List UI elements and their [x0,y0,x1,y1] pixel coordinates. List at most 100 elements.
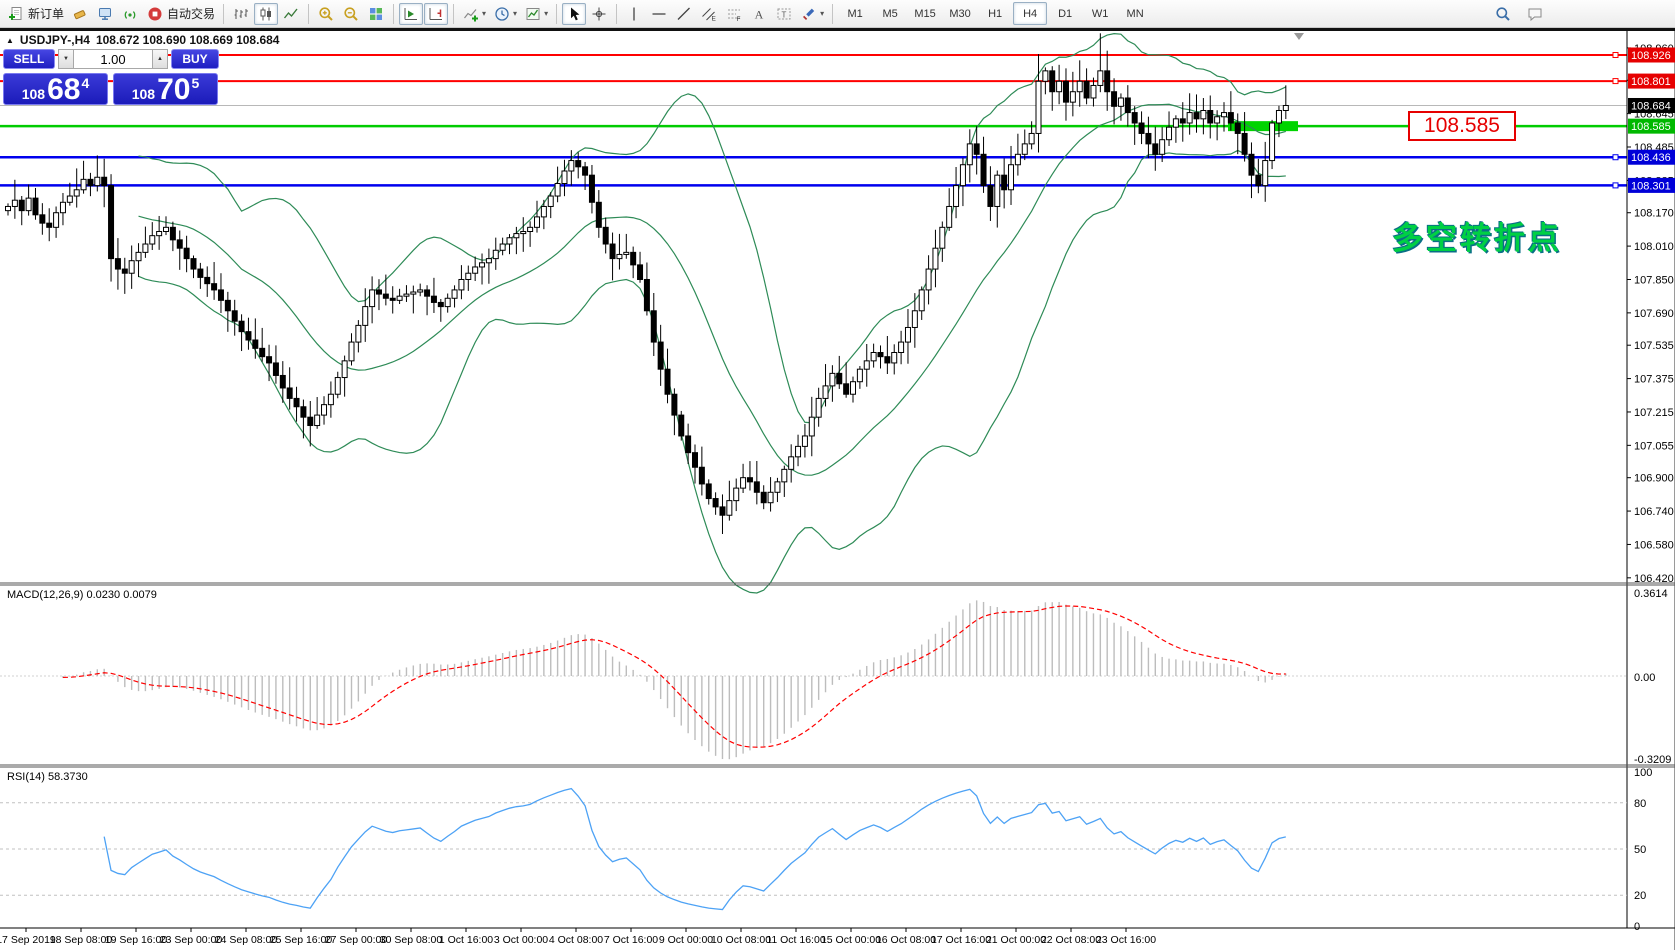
signals-icon [122,5,139,22]
candle-body [183,247,190,260]
timeframe-w1-button[interactable]: W1 [1091,7,1109,20]
candle-body [733,487,740,502]
candle-body [1269,122,1276,162]
candle-body [327,393,334,406]
auto-scroll-button[interactable] [399,2,424,25]
zoom-out-icon [343,5,360,22]
collapse-triangle-icon[interactable]: ▲ [6,35,14,45]
candle-body [719,506,726,516]
macd-indicator-label: MACD(12,26,9) 0.0230 0.0079 [7,589,157,601]
candle-body [1056,80,1063,93]
line-chart-mode-button[interactable] [279,3,303,25]
candle-body [430,295,437,303]
cursor-icon [566,5,583,22]
level-line-handle[interactable] [1612,52,1619,58]
timeframe-d1-button[interactable]: D1 [1058,7,1073,20]
candle-body [836,372,843,385]
candle-body [479,262,486,268]
indicators-button[interactable]: ▾ [459,3,489,25]
arrows-button[interactable]: ▾ [797,3,827,25]
auto-trading-button[interactable]: 自动交易 [143,3,218,25]
sell-price-handle: 108 [21,85,46,102]
candle-body [485,258,492,264]
symbol-period-label: USDJPY-,H4 [19,33,90,47]
horizontal-line-icon [651,5,668,22]
price-level-annotation[interactable]: 108.585 [1408,111,1516,141]
candle-body [217,289,224,301]
zoom-out-button[interactable] [339,3,363,25]
candlestick-mode-button[interactable] [254,2,279,25]
buy-price-display[interactable]: 108 70 5 [113,73,218,105]
chat-button[interactable] [1523,3,1547,25]
pivot-point-annotation[interactable]: 多空转折点 [1392,221,1562,256]
text-button[interactable]: A [747,3,771,25]
templates-dropdown-arrow-icon[interactable]: ▾ [544,9,549,18]
candle-body [437,301,444,308]
arrows-dropdown-arrow-icon[interactable]: ▾ [820,9,825,18]
candle-body [815,397,822,418]
eraser-button[interactable] [68,3,92,25]
sell-button[interactable]: SELL [3,49,55,69]
equidistant-channel-icon: E [701,5,718,22]
tile-windows-button[interactable] [364,3,388,25]
candle-body [781,468,788,483]
sell-price-display[interactable]: 108 68 4 [3,73,108,105]
time-tick-label: 1 Oct 16:00 [439,934,493,946]
bar-chart-mode-button[interactable] [229,3,253,25]
equidistant-channel-button[interactable]: E [697,3,721,25]
timeframe-m5-button[interactable]: M5 [882,7,898,20]
candle-body [856,368,863,383]
rsi-axis-label: 0 [1634,921,1640,933]
price-tick-label: 106.420 [1634,573,1674,585]
text-label-button[interactable]: T [772,3,796,25]
timeframe-m30-button[interactable]: M30 [949,7,971,20]
time-tick-label: 25 Sep 16:00 [270,934,333,946]
level-line-handle[interactable] [1612,182,1619,189]
candle-body [1172,118,1179,128]
new-order-icon [7,5,24,22]
candle-body [163,226,170,233]
level-line-handle[interactable] [1612,78,1619,85]
expert-advisors-button[interactable] [93,3,117,25]
chart-shift-marker-icon[interactable] [1294,33,1304,40]
trendline-button[interactable] [672,3,696,25]
timeframe-h4-button[interactable]: H4 [1013,2,1048,25]
candle-body [101,176,108,187]
buy-button[interactable]: BUY [171,49,219,69]
search-icon [1495,5,1512,22]
cursor-button[interactable] [562,2,587,25]
signals-button[interactable] [118,3,142,25]
vertical-line-button[interactable] [622,3,646,25]
indicators-dropdown-arrow-icon[interactable]: ▾ [482,9,487,18]
templates-button[interactable]: ▾ [521,3,551,25]
new-order-button[interactable]: 新订单 [4,3,67,25]
candle-body [1227,112,1234,124]
svg-text:T: T [782,10,787,19]
timeframe-m15-button[interactable]: M15 [914,7,936,20]
candle-body [1207,109,1214,124]
periods-dropdown-arrow-icon[interactable]: ▾ [513,9,518,18]
candle-body [231,310,238,322]
volume-decrease-button[interactable]: ▼ [58,49,74,69]
candle-body [458,278,465,291]
timeframe-m1-button[interactable]: M1 [847,7,863,20]
candle-body [1248,153,1255,176]
timeframe-mn-button[interactable]: MN [1126,7,1144,20]
horizontal-line-button[interactable] [647,3,671,25]
volume-increase-button[interactable]: ▲ [152,49,168,69]
periods-button[interactable]: ▾ [490,3,520,25]
volume-field[interactable]: 1.00 [74,49,152,69]
chart-shift-button[interactable] [424,2,449,25]
highlight-zone[interactable] [1228,121,1298,132]
level-line-handle[interactable] [1612,154,1619,161]
zoom-in-button[interactable] [314,3,338,25]
crosshair-button[interactable] [587,3,611,25]
candle-body [904,326,911,343]
timeframe-h1-button[interactable]: H1 [988,7,1003,20]
search-button[interactable] [1491,3,1515,25]
fibonacci-button[interactable]: F [722,3,746,25]
candle-body [1083,80,1090,99]
macd-axis-label: -0.3209 [1634,754,1671,766]
price-tick-label: 108.010 [1634,241,1674,253]
